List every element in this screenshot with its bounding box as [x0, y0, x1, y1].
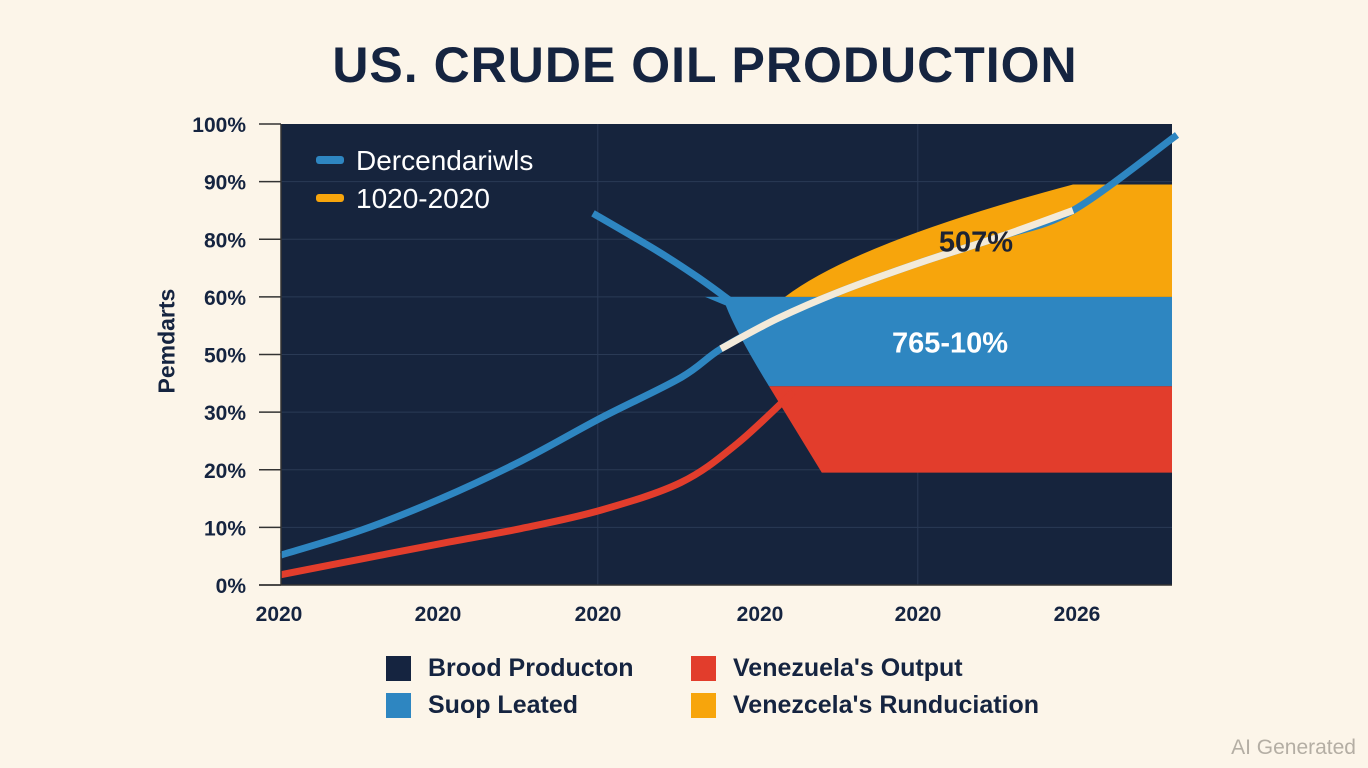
band-data-label: 507%	[939, 227, 1013, 259]
line-rising-red-line	[280, 389, 796, 579]
band-venezuela-s-output	[769, 386, 1172, 473]
band-data-label: 765-10%	[892, 328, 1008, 360]
line-highlight-segment	[719, 207, 1075, 352]
chart-title: US. CRUDE OIL PRODUCTION	[332, 37, 1078, 93]
legend-swatch	[691, 693, 716, 718]
inner-legend-swatch	[316, 194, 344, 202]
inner-legend-label: 1020-2020	[356, 183, 490, 214]
legend-label: Brood Producton	[428, 654, 634, 682]
legend-swatch	[386, 693, 411, 718]
y-tick-label: 80%	[204, 229, 246, 252]
y-tick-label: 30%	[204, 402, 246, 425]
y-tick-label: 100%	[192, 114, 246, 137]
legend-item: Suop Leated	[386, 691, 691, 719]
legend-swatch	[386, 656, 411, 681]
ai-generated-watermark: AI Generated	[1231, 736, 1356, 759]
y-axis-label: Pemdarts	[153, 288, 180, 394]
y-tick-label: 50%	[204, 345, 246, 368]
legend-label: Venezuela's Output	[733, 654, 963, 682]
chart-legend: Brood Producton Venezuela's Output Suop …	[386, 654, 1051, 719]
inner-legend-swatch	[316, 156, 344, 164]
legend-label: Suop Leated	[428, 691, 579, 719]
y-tick-label: 10%	[204, 517, 246, 540]
y-tick-label: 0%	[216, 575, 247, 598]
legend-item: Venezcela's Runduciation	[691, 691, 1051, 719]
x-tick-label: 2020	[895, 603, 942, 626]
x-tick-label: 2020	[737, 603, 784, 626]
x-tick-label: 2020	[415, 603, 462, 626]
legend-label: Venezcela's Runduciation	[733, 691, 1040, 719]
line-declining-blue-line	[591, 210, 732, 303]
legend-swatch	[691, 656, 716, 681]
x-tick-label: 2020	[256, 603, 303, 626]
x-tick-label: 2026	[1054, 603, 1101, 626]
y-tick-label: 20%	[204, 460, 246, 483]
y-tick-label: 90%	[204, 172, 246, 195]
x-tick-label: 2020	[575, 603, 622, 626]
y-tick-label: 60%	[204, 287, 246, 310]
band-suop-leated	[705, 296, 1172, 387]
inner-legend-label: Dercendariwls	[356, 145, 533, 176]
legend-item: Venezuela's Output	[691, 654, 1051, 682]
legend-item: Brood Producton	[386, 654, 691, 682]
